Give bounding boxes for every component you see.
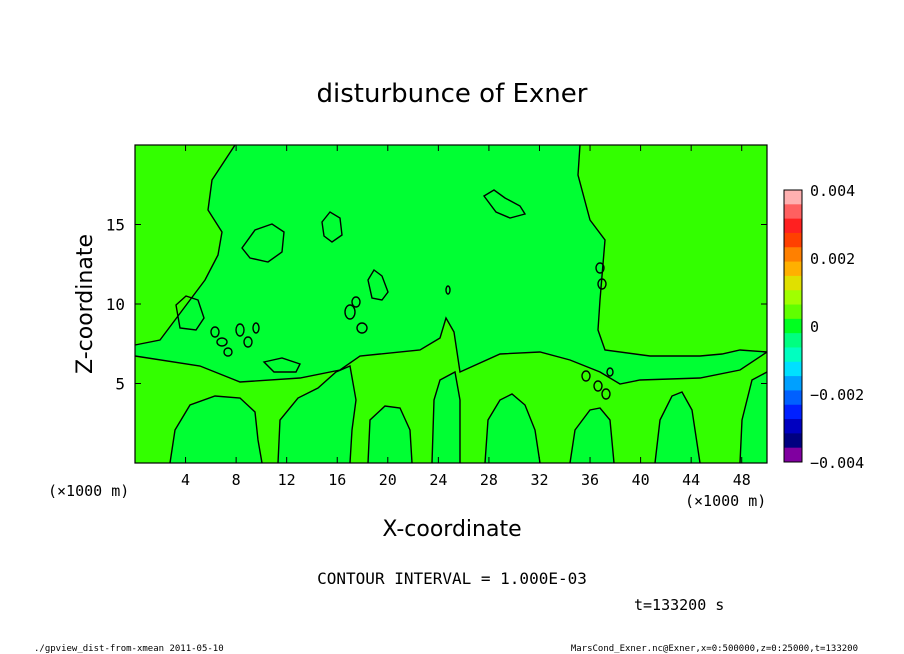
x-tick-label: 24 xyxy=(429,471,447,489)
zero-pocket xyxy=(655,392,700,463)
colorbar-swatch xyxy=(784,190,802,205)
colorbar-label: −0.004 xyxy=(810,454,864,472)
colorbar-swatch xyxy=(784,290,802,306)
colorbar-swatch xyxy=(784,433,802,449)
colorbar-swatch xyxy=(784,390,802,406)
colorbar-label: 0 xyxy=(810,318,819,336)
footer-left: ./gpview_dist-from-xmean 2011-05-10 xyxy=(34,644,224,654)
z-tick-label: 15 xyxy=(106,216,125,235)
colorbar-swatch xyxy=(784,318,802,334)
x-tick-label: 20 xyxy=(379,471,397,489)
colorbar-swatch xyxy=(784,361,802,377)
colorbar-frame xyxy=(783,189,803,463)
colorbar-swatch xyxy=(784,347,802,363)
positive-region-upper-right xyxy=(578,145,767,356)
colorbar-swatch xyxy=(784,275,802,291)
x-tick-label: 12 xyxy=(278,471,296,489)
z-axis-unit: (×1000 m) xyxy=(48,482,129,500)
x-tick-label: 36 xyxy=(581,471,599,489)
contour-interval: CONTOUR INTERVAL = 1.000E-03 xyxy=(317,569,587,588)
colorbar-swatch xyxy=(784,232,802,248)
contour-lines xyxy=(134,144,768,464)
footer-right: MarsCond_Exner.nc@Exner,x=0:500000,z=0:2… xyxy=(571,644,858,654)
colorbar-swatch xyxy=(784,247,802,263)
x-tick-label: 16 xyxy=(328,471,346,489)
colorbar-label: −0.002 xyxy=(810,386,864,404)
x-axis-label: X-coordinate xyxy=(382,517,521,542)
x-tick-label: 28 xyxy=(480,471,498,489)
colorbar-swatch xyxy=(784,218,802,234)
colorbar: 0.004 0.002 0 −0.002 −0.004 xyxy=(783,182,864,472)
colorbar-label: 0.002 xyxy=(810,250,855,268)
x-tick-label: 8 xyxy=(232,471,241,489)
zero-pocket xyxy=(740,372,767,463)
time-label: t=133200 s xyxy=(634,596,724,614)
colorbar-swatch xyxy=(784,419,802,434)
colorbar-swatch xyxy=(784,261,802,277)
x-axis-unit: (×1000 m) xyxy=(685,492,766,510)
colorbar-label: 0.004 xyxy=(810,182,855,200)
zero-pocket xyxy=(368,406,412,463)
y-axis-label: Z-coordinate xyxy=(73,234,98,374)
x-axis-ticks: 4 8 12 16 20 24 28 32 36 40 44 48 xyxy=(181,145,751,489)
x-tick-label: 44 xyxy=(682,471,700,489)
zero-pocket xyxy=(170,396,262,463)
chart-title: disturbunce of Exner xyxy=(317,79,588,109)
colorbar-swatch xyxy=(784,376,802,391)
x-tick-label: 48 xyxy=(733,471,751,489)
x-tick-label: 40 xyxy=(632,471,650,489)
colorbar-swatch xyxy=(784,333,802,348)
colorbar-swatch xyxy=(784,304,802,320)
zero-pocket xyxy=(570,408,614,463)
colorbar-swatch xyxy=(784,447,802,463)
zero-pocket xyxy=(485,394,540,463)
zero-pocket xyxy=(432,372,460,463)
x-tick-label: 32 xyxy=(530,471,548,489)
x-tick-label: 4 xyxy=(181,471,190,489)
z-tick-label: 5 xyxy=(115,375,125,394)
colorbar-swatch xyxy=(784,404,802,420)
colorbar-swatch xyxy=(784,204,802,220)
z-axis-ticks: 5 10 15 xyxy=(106,216,767,394)
zero-pocket xyxy=(278,366,356,463)
z-tick-label: 10 xyxy=(106,295,125,314)
